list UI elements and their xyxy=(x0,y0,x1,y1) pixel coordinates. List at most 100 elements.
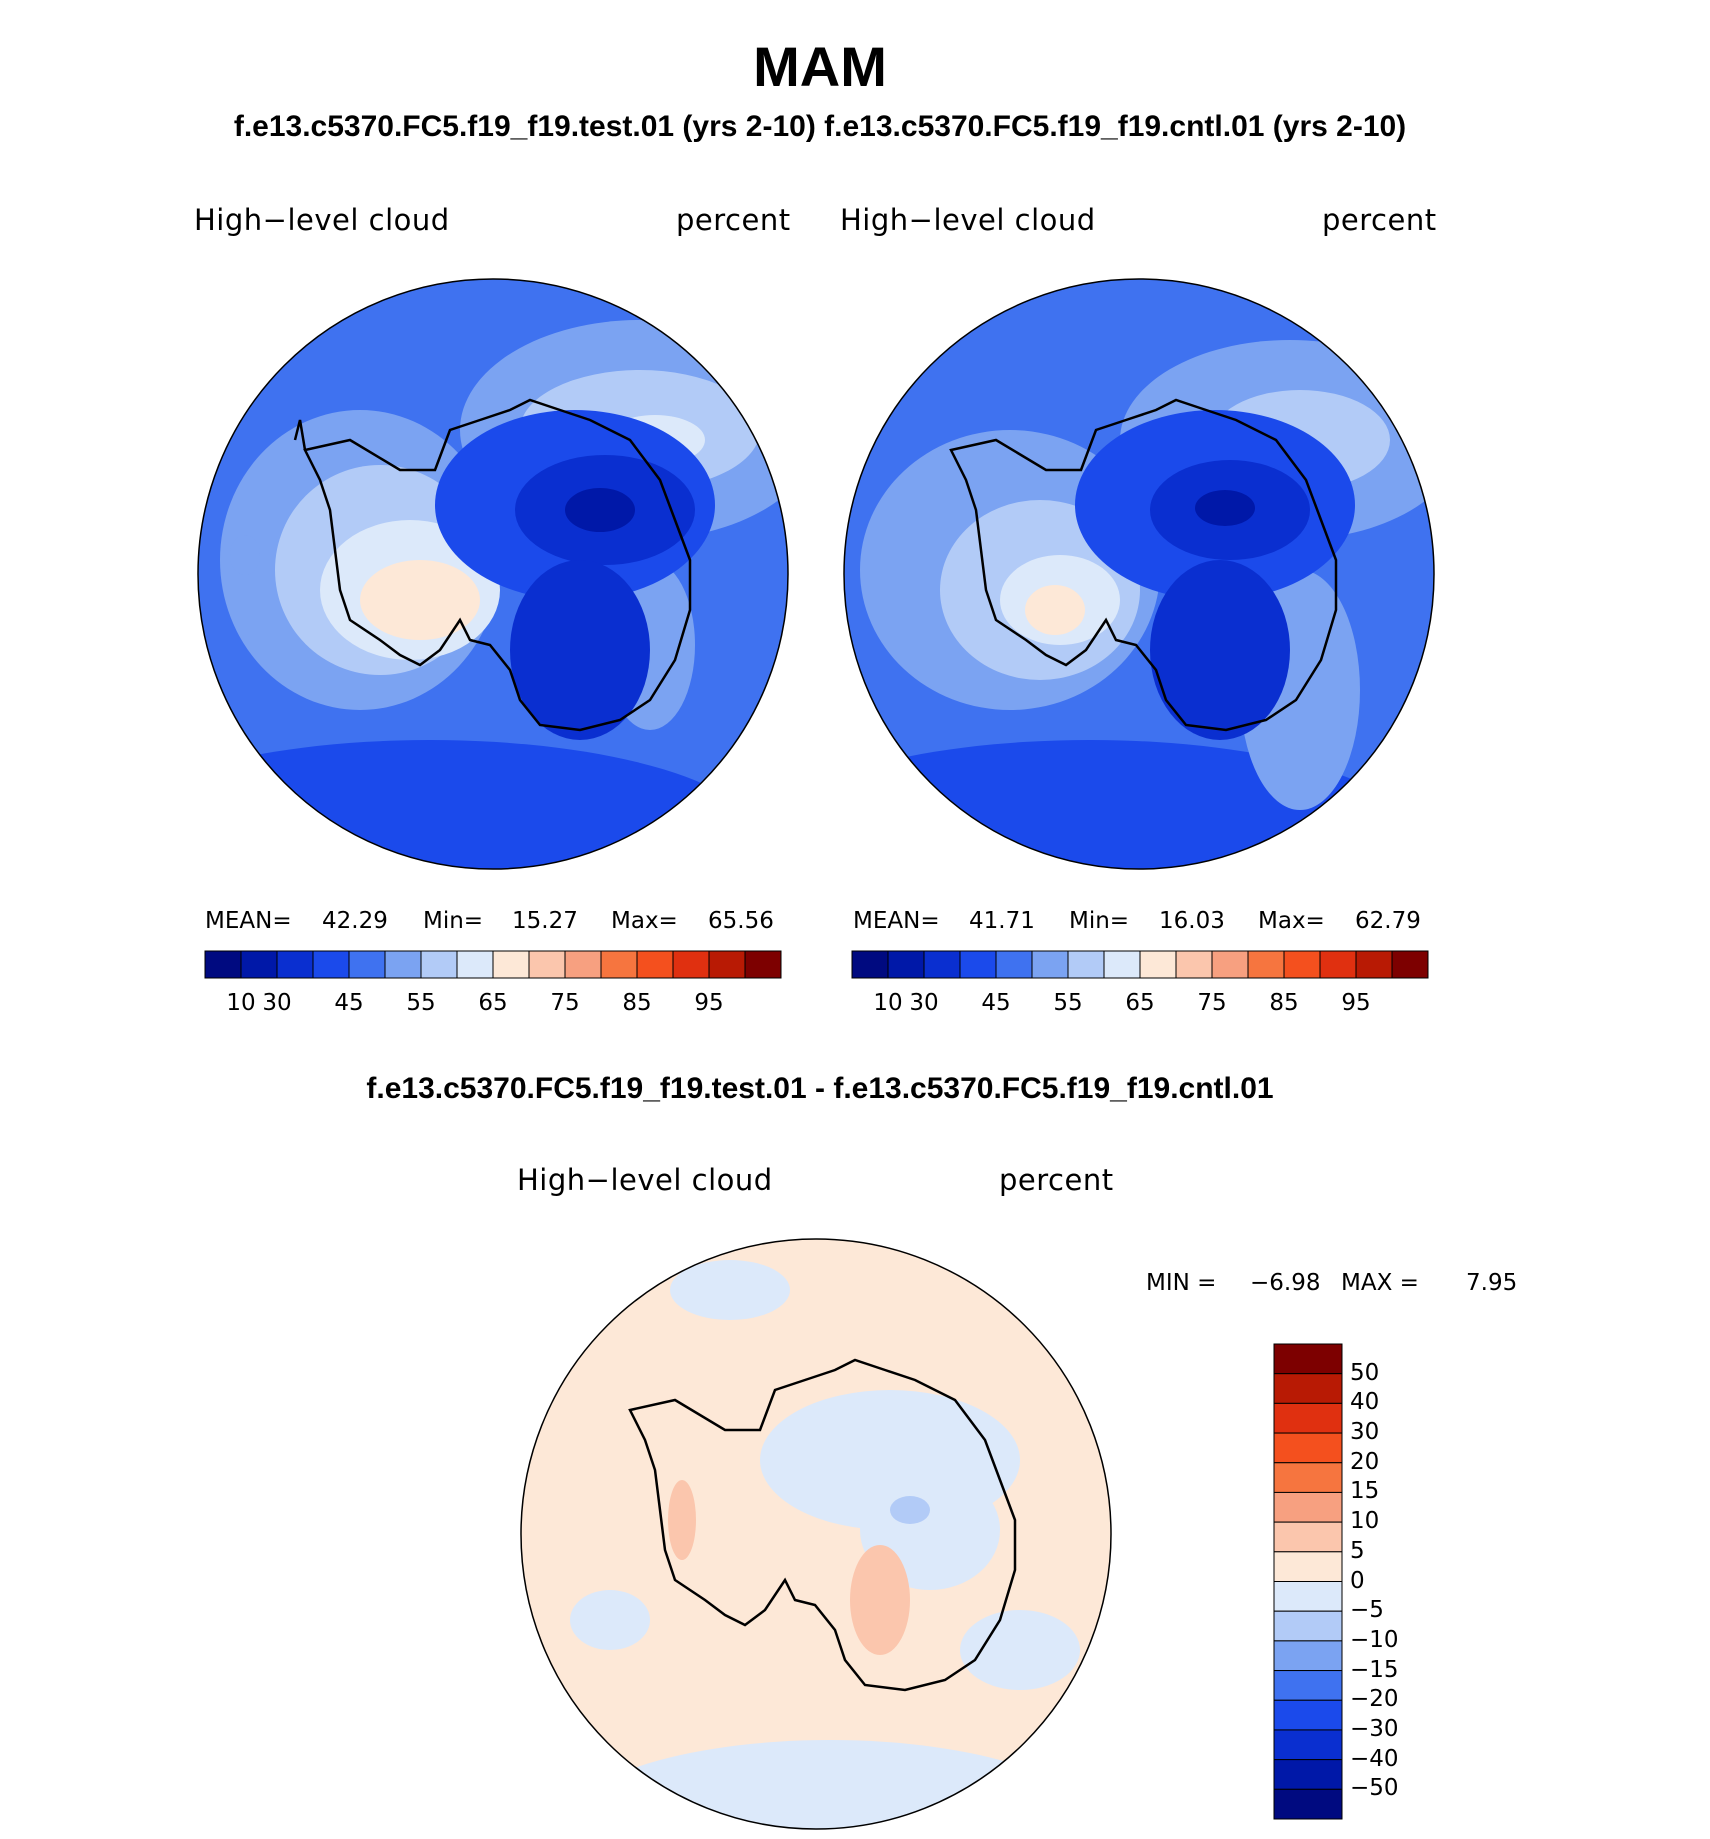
colorbar-swatch xyxy=(1273,1670,1343,1701)
colorbar-swatch xyxy=(1273,1521,1343,1553)
colorbar-tick-label: 85 xyxy=(622,990,652,1016)
colorbar-swatch xyxy=(1211,950,1249,979)
test-colorbar xyxy=(204,950,782,979)
diff-map xyxy=(521,1239,1111,1829)
colorbar-swatch xyxy=(887,950,925,979)
diff-max-value: 7.95 xyxy=(1466,1270,1518,1296)
colorbar-swatch xyxy=(276,950,314,979)
colorbar-tick-label: 75 xyxy=(550,990,580,1016)
colorbar-swatch xyxy=(1031,950,1069,979)
cntl-units-label: percent xyxy=(1322,203,1437,237)
colorbar-tick-label: 65 xyxy=(1125,990,1155,1016)
colorbar-swatch xyxy=(923,950,961,979)
test-mean-label: MEAN= xyxy=(205,908,292,934)
colorbar-swatch xyxy=(636,950,674,979)
colorbar-swatch xyxy=(1355,950,1393,979)
test-variable-label: High−level cloud xyxy=(194,203,450,237)
cntl-colorbar xyxy=(851,950,1429,979)
colorbar-tick-label: −50 xyxy=(1350,1775,1399,1802)
colorbar-tick-label: 10 xyxy=(1350,1508,1380,1535)
colorbar-tick-label: 30 xyxy=(1350,1419,1380,1446)
colorbar-swatch xyxy=(1273,1788,1343,1820)
colorbar-tick-label: −10 xyxy=(1350,1626,1399,1653)
colorbar-tick-label: 45 xyxy=(334,990,364,1016)
colorbar-swatch xyxy=(1273,1402,1343,1434)
colorbar-tick-label: 30 xyxy=(909,990,939,1016)
cntl-mean-value: 41.71 xyxy=(969,908,1035,934)
colorbar-swatch xyxy=(1273,1759,1343,1790)
colorbar-swatch xyxy=(1247,950,1285,979)
test-map xyxy=(198,279,788,869)
colorbar-tick-label: 5 xyxy=(1350,1537,1365,1564)
colorbar-swatch xyxy=(1283,950,1321,979)
colorbar-swatch xyxy=(1273,1491,1343,1523)
colorbar-swatch xyxy=(959,950,997,979)
figure-title: MAM xyxy=(753,35,887,98)
diff-colorbar xyxy=(1273,1343,1343,1820)
colorbar-swatch xyxy=(1391,950,1429,979)
test-mean-value: 42.29 xyxy=(322,908,388,934)
colorbar-swatch xyxy=(1273,1432,1343,1464)
cntl-mean-label: MEAN= xyxy=(853,908,940,934)
colorbar-swatch xyxy=(384,950,422,979)
colorbar-swatch xyxy=(348,950,386,979)
cntl-max-value: 62.79 xyxy=(1355,908,1421,934)
colorbar-swatch xyxy=(1273,1581,1343,1612)
test-max-label: Max= xyxy=(611,908,678,934)
colorbar-tick-label: −5 xyxy=(1350,1597,1384,1624)
difference-title: f.e13.c5370.FC5.f19_f19.test.01 - f.e13.… xyxy=(366,1072,1274,1105)
diff-units-label: percent xyxy=(999,1163,1114,1197)
test-min-value: 15.27 xyxy=(512,908,578,934)
colorbar-tick-label: 10 xyxy=(226,990,256,1016)
colorbar-swatch xyxy=(1273,1462,1343,1493)
colorbar-swatch xyxy=(312,950,350,979)
colorbar-swatch xyxy=(672,950,710,979)
colorbar-swatch xyxy=(492,950,530,979)
colorbar-tick-label: 65 xyxy=(478,990,508,1016)
test-max-value: 65.56 xyxy=(708,908,774,934)
colorbar-tick-label: 85 xyxy=(1269,990,1299,1016)
colorbar-tick-label: −15 xyxy=(1350,1656,1399,1683)
cntl-min-value: 16.03 xyxy=(1159,908,1225,934)
test-min-label: Min= xyxy=(423,908,484,934)
colorbar-swatch xyxy=(240,950,278,979)
colorbar-swatch xyxy=(1273,1373,1343,1404)
colorbar-tick-label: 55 xyxy=(406,990,436,1016)
test-units-label: percent xyxy=(676,203,791,237)
colorbar-swatch xyxy=(1273,1640,1343,1672)
colorbar-swatch xyxy=(744,950,782,979)
colorbar-tick-label: 75 xyxy=(1197,990,1227,1016)
colorbar-swatch xyxy=(1273,1729,1343,1761)
diff-variable-label: High−level cloud xyxy=(517,1163,773,1197)
colorbar-tick-label: 40 xyxy=(1350,1389,1380,1416)
colorbar-swatch xyxy=(1273,1699,1343,1731)
colorbar-swatch xyxy=(1273,1610,1343,1642)
colorbar-tick-label: 55 xyxy=(1053,990,1083,1016)
cntl-max-label: Max= xyxy=(1258,908,1325,934)
diff-max-label: MAX = xyxy=(1341,1270,1419,1296)
colorbar-tick-label: 95 xyxy=(694,990,724,1016)
colorbar-tick-label: 30 xyxy=(262,990,292,1016)
colorbar-tick-label: −30 xyxy=(1350,1715,1399,1742)
colorbar-tick-label: 50 xyxy=(1350,1359,1380,1386)
cntl-map xyxy=(844,279,1434,869)
colorbar-swatch xyxy=(528,950,566,979)
colorbar-tick-label: 15 xyxy=(1350,1478,1380,1505)
colorbar-swatch xyxy=(420,950,458,979)
diff-min-label: MIN = xyxy=(1146,1270,1217,1296)
colorbar-swatch xyxy=(1273,1551,1343,1582)
colorbar-swatch xyxy=(456,950,494,979)
colorbar-tick-label: 45 xyxy=(981,990,1011,1016)
colorbar-tick-label: −40 xyxy=(1350,1745,1399,1772)
colorbar-swatch xyxy=(1273,1343,1343,1375)
colorbar-swatch xyxy=(1175,950,1213,979)
colorbar-swatch xyxy=(1139,950,1177,979)
colorbar-tick-label: 20 xyxy=(1350,1448,1380,1475)
cntl-variable-label: High−level cloud xyxy=(840,203,1096,237)
colorbar-swatch xyxy=(204,950,242,979)
cntl-min-label: Min= xyxy=(1069,908,1130,934)
colorbar-swatch xyxy=(1067,950,1105,979)
colorbar-swatch xyxy=(995,950,1033,979)
colorbar-tick-label: 95 xyxy=(1341,990,1371,1016)
